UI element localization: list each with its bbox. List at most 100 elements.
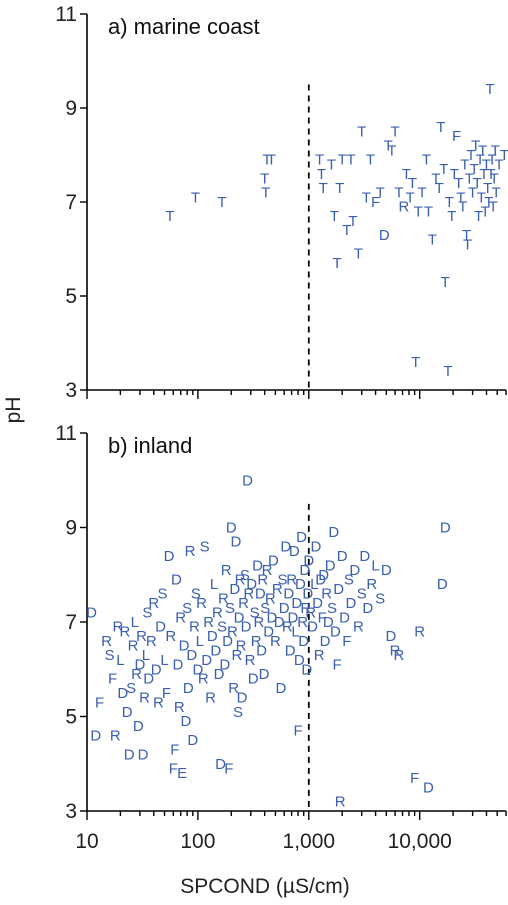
data-point: T [436,119,445,136]
data-point: E [177,765,187,782]
data-point: L [131,614,139,631]
data-point: D [234,609,245,626]
data-point: D [117,685,128,702]
data-point: R [146,633,157,650]
data-point: T [447,208,456,225]
data-point: T [486,166,495,183]
data-point: D [237,690,248,707]
data-point: D [248,671,259,688]
data-point: T [191,189,200,206]
data-point: T [315,152,324,169]
data-point: S [260,600,270,617]
data-point: D [385,628,396,645]
data-point: D [294,652,305,669]
data-point: S [200,538,210,555]
data-point: F [162,685,171,702]
data-point: T [366,152,375,169]
data-point: R [353,619,364,636]
data-point: D [171,571,182,588]
data-point: T [431,171,440,188]
data-point: D [312,595,323,612]
data-point: T [475,152,484,169]
data-point: D [183,680,194,697]
data-point: R [321,586,332,603]
data-point: R [212,605,223,622]
data-point: R [235,571,246,588]
panel-title: b) inland [108,433,192,458]
data-point: R [265,590,276,607]
data-point: T [495,156,504,173]
data-point: T [261,185,270,202]
data-point: R [270,633,281,650]
data-point: D [187,732,198,749]
data-point: D [214,666,225,683]
data-point: R [101,633,112,650]
data-point: T [492,185,501,202]
x-tick-label: 1,000 [283,830,336,853]
data-point: D [241,619,252,636]
y-tick-label: 7 [65,611,77,634]
data-point: R [236,638,247,655]
data-point: F [293,723,302,740]
data-point: F [224,760,233,777]
data-point: T [443,363,452,380]
data-point: D [289,543,300,560]
data-point: T [445,194,454,211]
data-point: D [307,619,318,636]
data-point: R [300,600,311,617]
data-point: R [286,571,297,588]
data-point: D [296,529,307,546]
data-point: D [259,666,270,683]
data-point: D [164,548,175,565]
data-point: D [279,600,290,617]
data-point: L [371,557,379,574]
data-point: T [471,138,480,155]
data-point: D [315,571,326,588]
data-point: T [217,194,226,211]
data-point: D [295,576,306,593]
y-tick-label: 11 [55,422,77,445]
data-point: R [196,595,207,612]
data-point: D [133,718,144,735]
data-point: R [366,576,377,593]
data-point: F [342,633,351,650]
data-point: F [410,770,419,787]
data-point: T [477,189,486,206]
data-point: D [325,557,336,574]
data-point: R [398,199,409,216]
data-point: R [257,571,268,588]
data-point: R [253,614,264,631]
data-point: D [274,614,285,631]
data-point: D [122,704,133,721]
data-point: T [335,180,344,197]
data-point: D [423,779,434,796]
data-point: T [342,222,351,239]
data-point: T [465,171,474,188]
data-point: D [134,657,145,674]
data-point: R [251,633,262,650]
data-point: T [483,180,492,197]
data-point: D [267,609,278,626]
data-point: T [435,180,444,197]
data-point: D [192,661,203,678]
data-point: T [458,199,467,216]
data-point: D [381,562,392,579]
data-point: D [229,581,240,598]
data-point: D [318,567,329,584]
data-point: D [311,538,322,555]
data-point: D [333,581,344,598]
data-point: R [228,680,239,697]
y-tick-label: 11 [55,3,77,26]
data-point: T [348,213,357,230]
data-point: D [379,227,390,244]
data-point: D [186,647,197,664]
data-point: T [468,185,477,202]
data-point: D [201,652,212,669]
y-tick-label: 5 [65,285,77,308]
data-point: D [255,586,266,603]
data-point: D [323,614,334,631]
data-point: R [136,628,147,645]
data-point: T [346,152,355,169]
data-point: T [424,203,433,220]
data-point: T [478,142,487,159]
